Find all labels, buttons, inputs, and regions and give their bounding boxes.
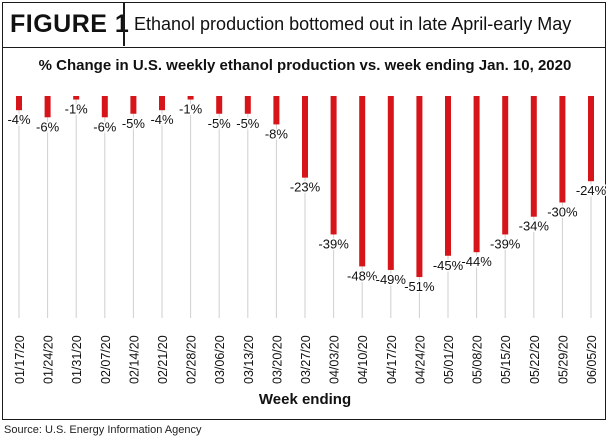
data-label: -30% (547, 205, 578, 220)
x-tick-label: 04/03/20 (328, 335, 342, 384)
bar (588, 96, 594, 182)
x-tick-label: 03/06/20 (213, 335, 227, 384)
x-tick-label: 05/08/20 (471, 335, 485, 384)
data-label: -1% (65, 102, 89, 117)
data-label: -49% (376, 272, 407, 287)
bar (16, 96, 22, 111)
x-tick-label: 02/07/20 (99, 335, 113, 384)
data-label: -5% (122, 116, 146, 131)
x-tick-label: 05/22/20 (528, 335, 542, 384)
data-label: -24% (576, 183, 607, 198)
bar (73, 96, 80, 100)
x-tick-label: 05/29/20 (556, 335, 570, 384)
x-tick-label: 05/01/20 (442, 335, 456, 384)
bar (130, 96, 137, 114)
bar (530, 96, 537, 217)
bar (216, 96, 223, 114)
data-label: -1% (179, 102, 203, 117)
bar (44, 96, 51, 118)
x-tick-label: 04/17/20 (385, 335, 399, 384)
data-label: -4% (7, 112, 31, 127)
x-tick-label: 04/24/20 (413, 335, 427, 384)
x-tick-label: 05/15/20 (499, 335, 513, 384)
data-label: -34% (519, 219, 550, 234)
bar (244, 96, 251, 114)
x-tick-label: 06/05/20 (585, 335, 599, 384)
x-tick-label: 01/24/20 (42, 335, 56, 384)
x-tick-label: 03/13/20 (242, 335, 256, 384)
bar (445, 96, 451, 256)
bar (473, 96, 480, 253)
data-label: -39% (490, 236, 521, 251)
x-tick-label: 01/31/20 (70, 335, 84, 384)
data-label: -51% (404, 279, 435, 294)
data-label: -48% (347, 268, 378, 283)
figure-title: Ethanol production bottomed out in late … (134, 14, 572, 34)
x-tick-label: 02/28/20 (185, 335, 199, 384)
figure-header: FIGURE 1 Ethanol production bottomed out… (2, 2, 606, 48)
data-label: -5% (236, 116, 260, 131)
data-label: -6% (93, 119, 117, 134)
bar (416, 96, 423, 278)
bar (387, 96, 394, 270)
x-axis-label: Week ending (259, 391, 351, 408)
bar (330, 96, 337, 235)
x-tick-label: 01/17/20 (13, 335, 27, 384)
source-note: Source: U.S. Energy Information Agency (4, 424, 202, 436)
bar (101, 96, 108, 118)
x-tick-label: 03/20/20 (270, 335, 284, 384)
x-tick-label: 02/14/20 (127, 335, 141, 384)
data-label: -4% (150, 112, 174, 127)
data-label: -5% (208, 116, 232, 131)
data-label: -23% (290, 180, 321, 195)
chart-title: % Change in U.S. weekly ethanol producti… (38, 57, 572, 74)
x-tick-label: 04/10/20 (356, 335, 370, 384)
header-divider (123, 2, 125, 46)
data-label: -44% (461, 254, 492, 269)
data-label: -8% (265, 126, 289, 141)
figure-frame (2, 2, 606, 420)
data-label: -45% (433, 258, 464, 273)
figure-label: FIGURE 1 (10, 10, 130, 38)
bar (359, 96, 366, 267)
x-tick-label: 03/27/20 (299, 335, 313, 384)
bar (502, 96, 509, 235)
bar (187, 96, 194, 100)
data-label: -39% (318, 236, 349, 251)
bar (559, 96, 566, 203)
bar (302, 96, 308, 178)
x-tick-label: 02/21/20 (156, 335, 170, 384)
data-label: -6% (36, 119, 60, 134)
bar (273, 96, 280, 125)
bar (159, 96, 165, 111)
